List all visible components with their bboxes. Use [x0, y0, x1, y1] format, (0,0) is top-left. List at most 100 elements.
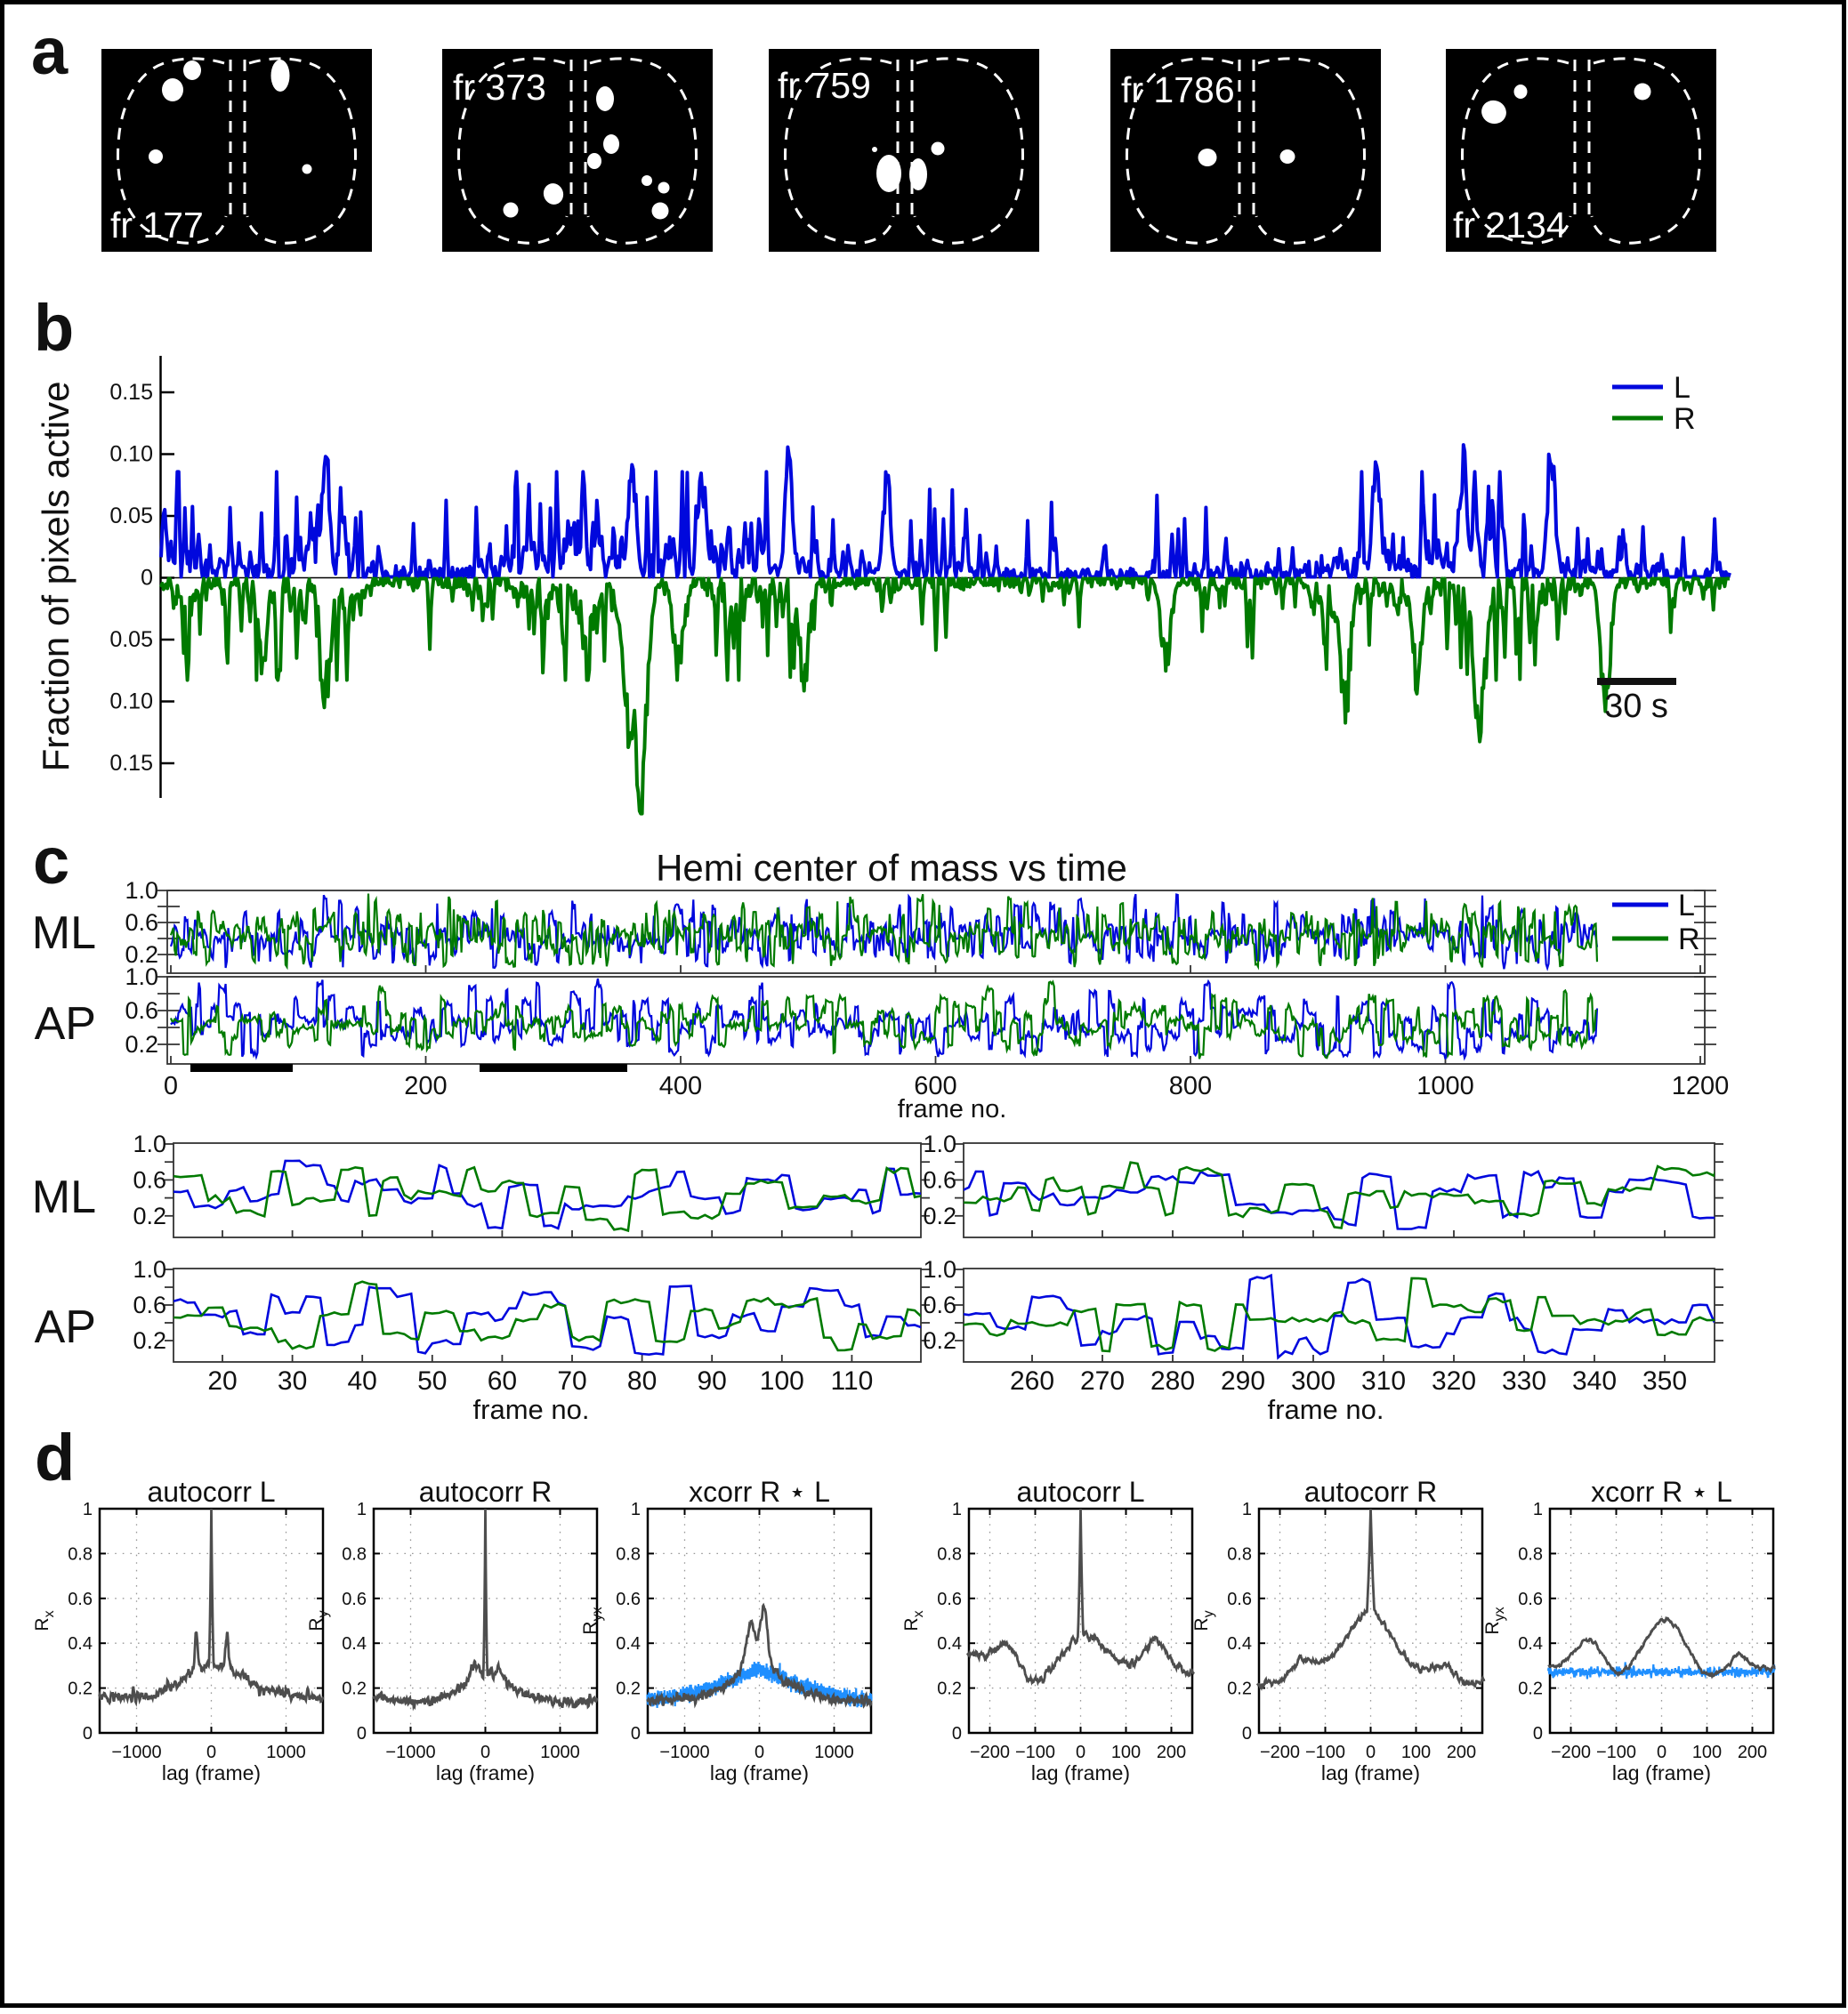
svg-text:0.10: 0.10: [109, 442, 153, 467]
svg-text:a: a: [31, 14, 69, 88]
svg-text:1.0: 1.0: [133, 1256, 166, 1283]
svg-text:ML: ML: [32, 1172, 96, 1223]
svg-text:0.6: 0.6: [937, 1590, 962, 1609]
svg-text:autocorr R: autocorr R: [419, 1476, 552, 1508]
svg-text:320: 320: [1432, 1366, 1476, 1396]
svg-text:0.2: 0.2: [125, 1031, 158, 1058]
svg-text:R: R: [1674, 402, 1696, 436]
svg-text:280: 280: [1150, 1366, 1195, 1396]
svg-text:0.6: 0.6: [923, 1166, 956, 1193]
svg-text:110: 110: [830, 1366, 873, 1396]
svg-text:0.8: 0.8: [68, 1544, 93, 1564]
svg-text:b: b: [34, 291, 74, 365]
svg-text:−200: −200: [1260, 1743, 1300, 1762]
svg-text:200: 200: [1738, 1743, 1767, 1762]
svg-text:AP: AP: [35, 998, 96, 1050]
svg-text:0.6: 0.6: [1518, 1590, 1543, 1609]
svg-text:L: L: [1678, 889, 1695, 922]
svg-text:1.0: 1.0: [125, 877, 158, 904]
svg-text:Fraction of pixels active: Fraction of pixels active: [35, 382, 77, 772]
svg-text:−100: −100: [1596, 1743, 1636, 1762]
svg-text:lag (frame): lag (frame): [436, 1761, 535, 1784]
svg-text:0.8: 0.8: [616, 1544, 641, 1564]
svg-text:0.4: 0.4: [937, 1634, 962, 1654]
svg-text:1200: 1200: [1672, 1072, 1730, 1100]
svg-text:290: 290: [1221, 1366, 1265, 1396]
svg-text:R: R: [1678, 922, 1700, 956]
svg-text:fr 373: fr 373: [453, 67, 546, 108]
svg-text:200: 200: [1447, 1743, 1476, 1762]
svg-text:100: 100: [760, 1366, 804, 1396]
svg-text:600: 600: [914, 1072, 956, 1100]
svg-text:1: 1: [631, 1500, 641, 1519]
svg-text:L: L: [1674, 371, 1691, 405]
svg-text:0.2: 0.2: [133, 1203, 166, 1229]
svg-text:0: 0: [952, 1724, 962, 1744]
svg-text:1: 1: [1533, 1500, 1543, 1519]
svg-text:0.2: 0.2: [616, 1680, 641, 1699]
svg-text:−1000: −1000: [659, 1743, 709, 1762]
svg-text:0: 0: [1366, 1743, 1376, 1762]
svg-text:0.8: 0.8: [1518, 1544, 1543, 1564]
svg-text:0.2: 0.2: [342, 1680, 367, 1699]
svg-text:autocorr L: autocorr L: [1016, 1476, 1144, 1508]
svg-text:lag (frame): lag (frame): [1031, 1761, 1130, 1784]
svg-text:−1000: −1000: [385, 1743, 435, 1762]
svg-text:0.2: 0.2: [937, 1680, 962, 1699]
svg-text:0.4: 0.4: [1227, 1634, 1252, 1654]
svg-text:lag (frame): lag (frame): [162, 1761, 261, 1784]
svg-text:0.6: 0.6: [133, 1166, 166, 1193]
svg-text:−100: −100: [1305, 1743, 1345, 1762]
svg-text:0.2: 0.2: [133, 1327, 166, 1354]
svg-text:0.05: 0.05: [109, 504, 153, 528]
svg-text:60: 60: [488, 1366, 517, 1396]
svg-text:autocorr R: autocorr R: [1304, 1476, 1437, 1508]
svg-text:1000: 1000: [540, 1743, 580, 1762]
svg-text:350: 350: [1642, 1366, 1687, 1396]
svg-text:AP: AP: [35, 1301, 96, 1353]
svg-text:0.2: 0.2: [125, 941, 158, 968]
svg-text:0: 0: [141, 566, 153, 591]
svg-text:1: 1: [83, 1500, 93, 1519]
svg-text:lag (frame): lag (frame): [710, 1761, 809, 1784]
svg-text:1000: 1000: [814, 1743, 854, 1762]
svg-text:−1000: −1000: [111, 1743, 161, 1762]
svg-text:0.8: 0.8: [1227, 1544, 1252, 1564]
svg-text:30: 30: [278, 1366, 307, 1396]
svg-text:0.05: 0.05: [109, 627, 153, 652]
svg-text:20: 20: [207, 1366, 237, 1396]
svg-text:0: 0: [357, 1724, 367, 1744]
svg-text:0.2: 0.2: [1227, 1680, 1252, 1699]
svg-text:0.8: 0.8: [342, 1544, 367, 1564]
svg-text:0: 0: [164, 1072, 178, 1100]
svg-text:50: 50: [417, 1366, 447, 1396]
svg-text:100: 100: [1401, 1743, 1431, 1762]
svg-text:0: 0: [480, 1743, 490, 1762]
svg-text:40: 40: [348, 1366, 377, 1396]
svg-text:100: 100: [1692, 1743, 1722, 1762]
svg-text:0.6: 0.6: [616, 1590, 641, 1609]
svg-text:frame no.: frame no.: [473, 1394, 590, 1425]
svg-text:ML: ML: [32, 907, 96, 959]
svg-text:0: 0: [1657, 1743, 1666, 1762]
svg-text:xcorr R ⋆ L: xcorr R ⋆ L: [689, 1476, 830, 1508]
svg-text:0.15: 0.15: [109, 751, 153, 776]
svg-text:30 s: 30 s: [1604, 688, 1668, 725]
svg-text:1: 1: [1242, 1500, 1252, 1519]
svg-text:80: 80: [627, 1366, 657, 1396]
svg-text:Hemi center of mass vs time: Hemi center of mass vs time: [656, 847, 1127, 889]
svg-text:fr 2134: fr 2134: [1453, 205, 1567, 246]
svg-text:100: 100: [1111, 1743, 1141, 1762]
svg-text:autocorr L: autocorr L: [147, 1476, 275, 1508]
svg-text:frame no.: frame no.: [1268, 1394, 1384, 1425]
svg-text:xcorr R ⋆ L: xcorr R ⋆ L: [1591, 1476, 1732, 1508]
svg-text:0.4: 0.4: [68, 1634, 93, 1654]
svg-text:0: 0: [206, 1743, 216, 1762]
svg-text:1.0: 1.0: [133, 1131, 166, 1157]
svg-text:frame no.: frame no.: [898, 1095, 1007, 1124]
svg-text:0.10: 0.10: [109, 689, 153, 714]
svg-text:−100: −100: [1015, 1743, 1055, 1762]
svg-text:340: 340: [1572, 1366, 1617, 1396]
svg-text:1000: 1000: [266, 1743, 306, 1762]
svg-text:−200: −200: [1551, 1743, 1591, 1762]
